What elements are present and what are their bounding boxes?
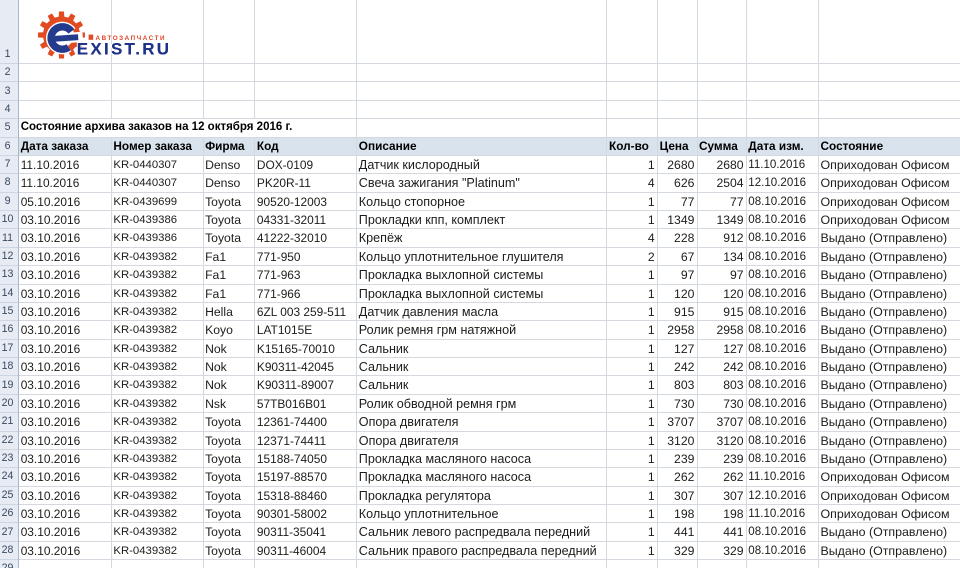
svg-text:АВТОЗАПЧАСТИ: АВТОЗАПЧАСТИ [96,35,167,42]
svg-text:EXIST.RU: EXIST.RU [77,39,172,58]
svg-text:EXIST.RU: EXIST.RU [77,39,172,58]
